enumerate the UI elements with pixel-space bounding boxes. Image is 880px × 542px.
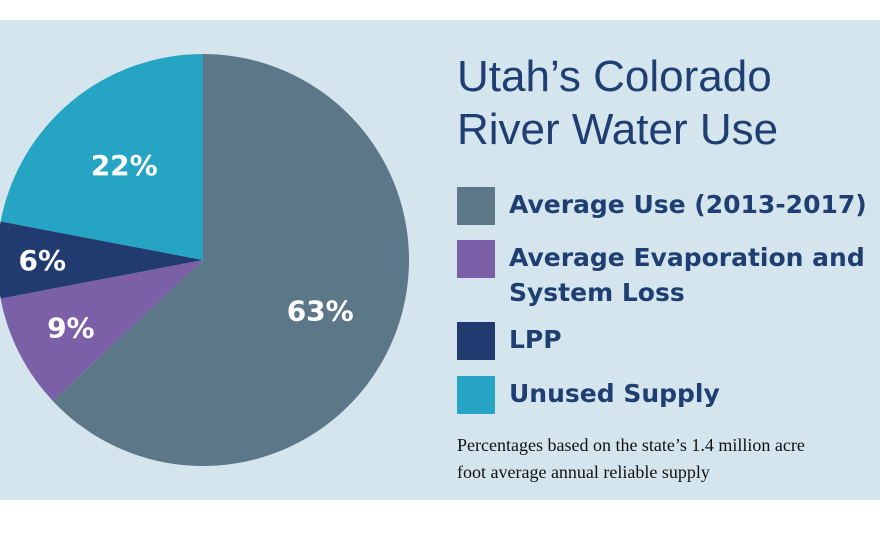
pie-slice-3 (0, 221, 203, 299)
legend-item-unused-supply: Unused Supply (457, 376, 720, 414)
slice-label-3: 6% (19, 244, 67, 277)
pie-slice-2 (0, 260, 204, 402)
legend-label: LPP (509, 325, 562, 354)
legend-label: Average Evaporation and System Loss (509, 240, 865, 310)
pie-slice-1 (52, 54, 409, 466)
pie-slice-4 (0, 54, 204, 260)
legend-label: Unused Supply (509, 379, 720, 408)
legend-item-average-use: Average Use (2013-2017) (457, 187, 867, 225)
legend-swatch (457, 322, 495, 360)
legend-swatch (457, 240, 495, 278)
legend-label-line-2: System Loss (509, 278, 685, 307)
footnote-line-2: foot average annual reliable supply (457, 462, 710, 482)
legend-label-line-1: Average Evaporation and (509, 243, 865, 272)
title-line-1: Utah’s Colorado (457, 52, 772, 101)
legend-label: Average Use (2013-2017) (509, 190, 867, 219)
legend-item-evaporation: Average Evaporation and System Loss (457, 240, 865, 310)
legend-swatch (457, 187, 495, 225)
slice-label-2: 9% (47, 311, 95, 344)
chart-title: Utah’s Colorado River Water Use (457, 50, 778, 156)
legend-item-lpp: LPP (457, 322, 562, 360)
slice-label-4: 22% (91, 149, 158, 182)
chart-panel: 63% 9% 6% 22% Utah’s Colorado River Water U… (0, 20, 880, 500)
footnote: Percentages based on the state’s 1.4 mil… (457, 432, 805, 486)
legend-swatch (457, 376, 495, 414)
pie-chart: 63% 9% 6% 22% (0, 54, 409, 466)
footnote-line-1: Percentages based on the state’s 1.4 mil… (457, 435, 805, 455)
slice-label-1: 63% (287, 295, 354, 328)
title-line-2: River Water Use (457, 105, 779, 154)
